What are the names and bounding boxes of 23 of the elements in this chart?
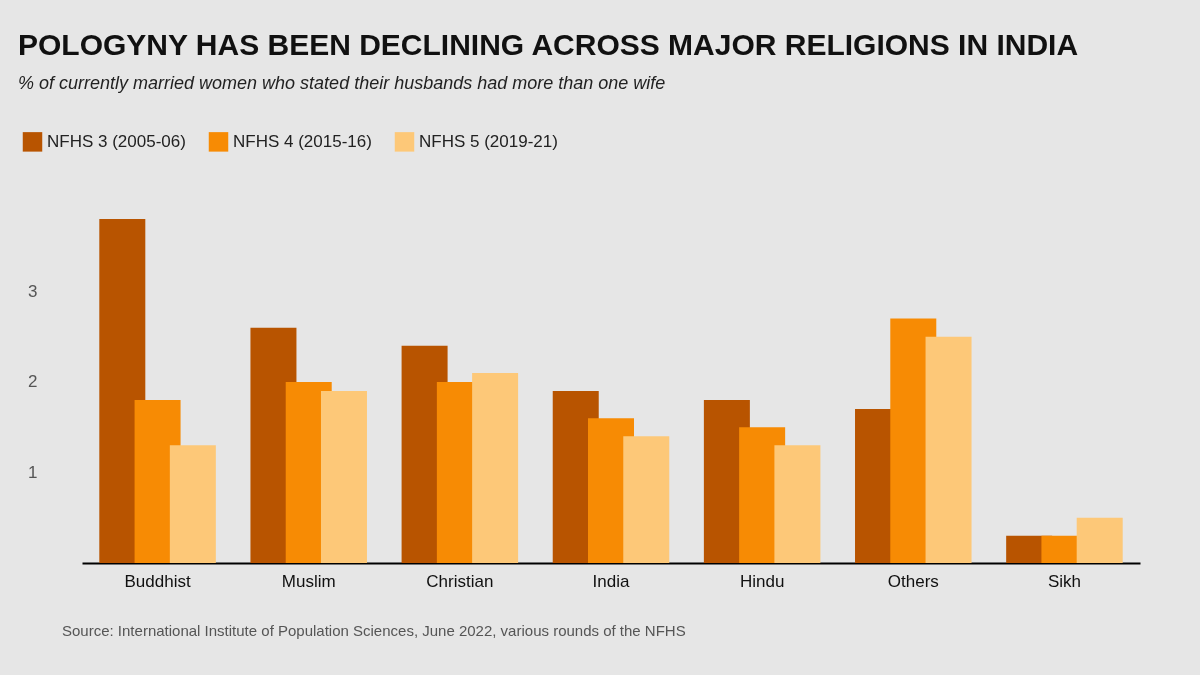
y-tick-label: 3: [28, 281, 38, 301]
bar: [169, 445, 216, 563]
chart-subtitle: % of currently married women who stated their husbands had more than one wife: [18, 73, 666, 93]
y-tick-label: 2: [28, 372, 38, 392]
bar: [320, 391, 367, 563]
x-tick-label: Muslim: [281, 571, 336, 591]
legend-label: NFHS 4 (2015-16): [233, 131, 372, 151]
bar: [472, 372, 519, 563]
x-tick-label: India: [592, 571, 630, 591]
bar: [623, 436, 670, 563]
legend-label: NFHS 3 (2005-06): [47, 131, 186, 151]
x-tick-label: Buddhist: [124, 571, 191, 591]
bar: [925, 336, 972, 563]
x-tick-label: Others: [887, 571, 939, 591]
x-tick-label: Christian: [426, 571, 494, 591]
chart-title: POLOGYNY HAS BEEN DECLINING ACROSS MAJOR RELIGIONS IN INDIA: [18, 28, 1079, 61]
y-tick-label: 1: [28, 462, 38, 482]
legend-label: NFHS 5 (2019-21): [419, 131, 558, 151]
source-note: Source: International Institute of Population Sciences, June 2022, various rounds of the NFHS: [62, 622, 686, 639]
x-tick-label: Hindu: [739, 571, 785, 591]
bar: [1076, 517, 1123, 563]
bar: [774, 445, 821, 563]
x-tick-label: Sikh: [1047, 571, 1081, 591]
